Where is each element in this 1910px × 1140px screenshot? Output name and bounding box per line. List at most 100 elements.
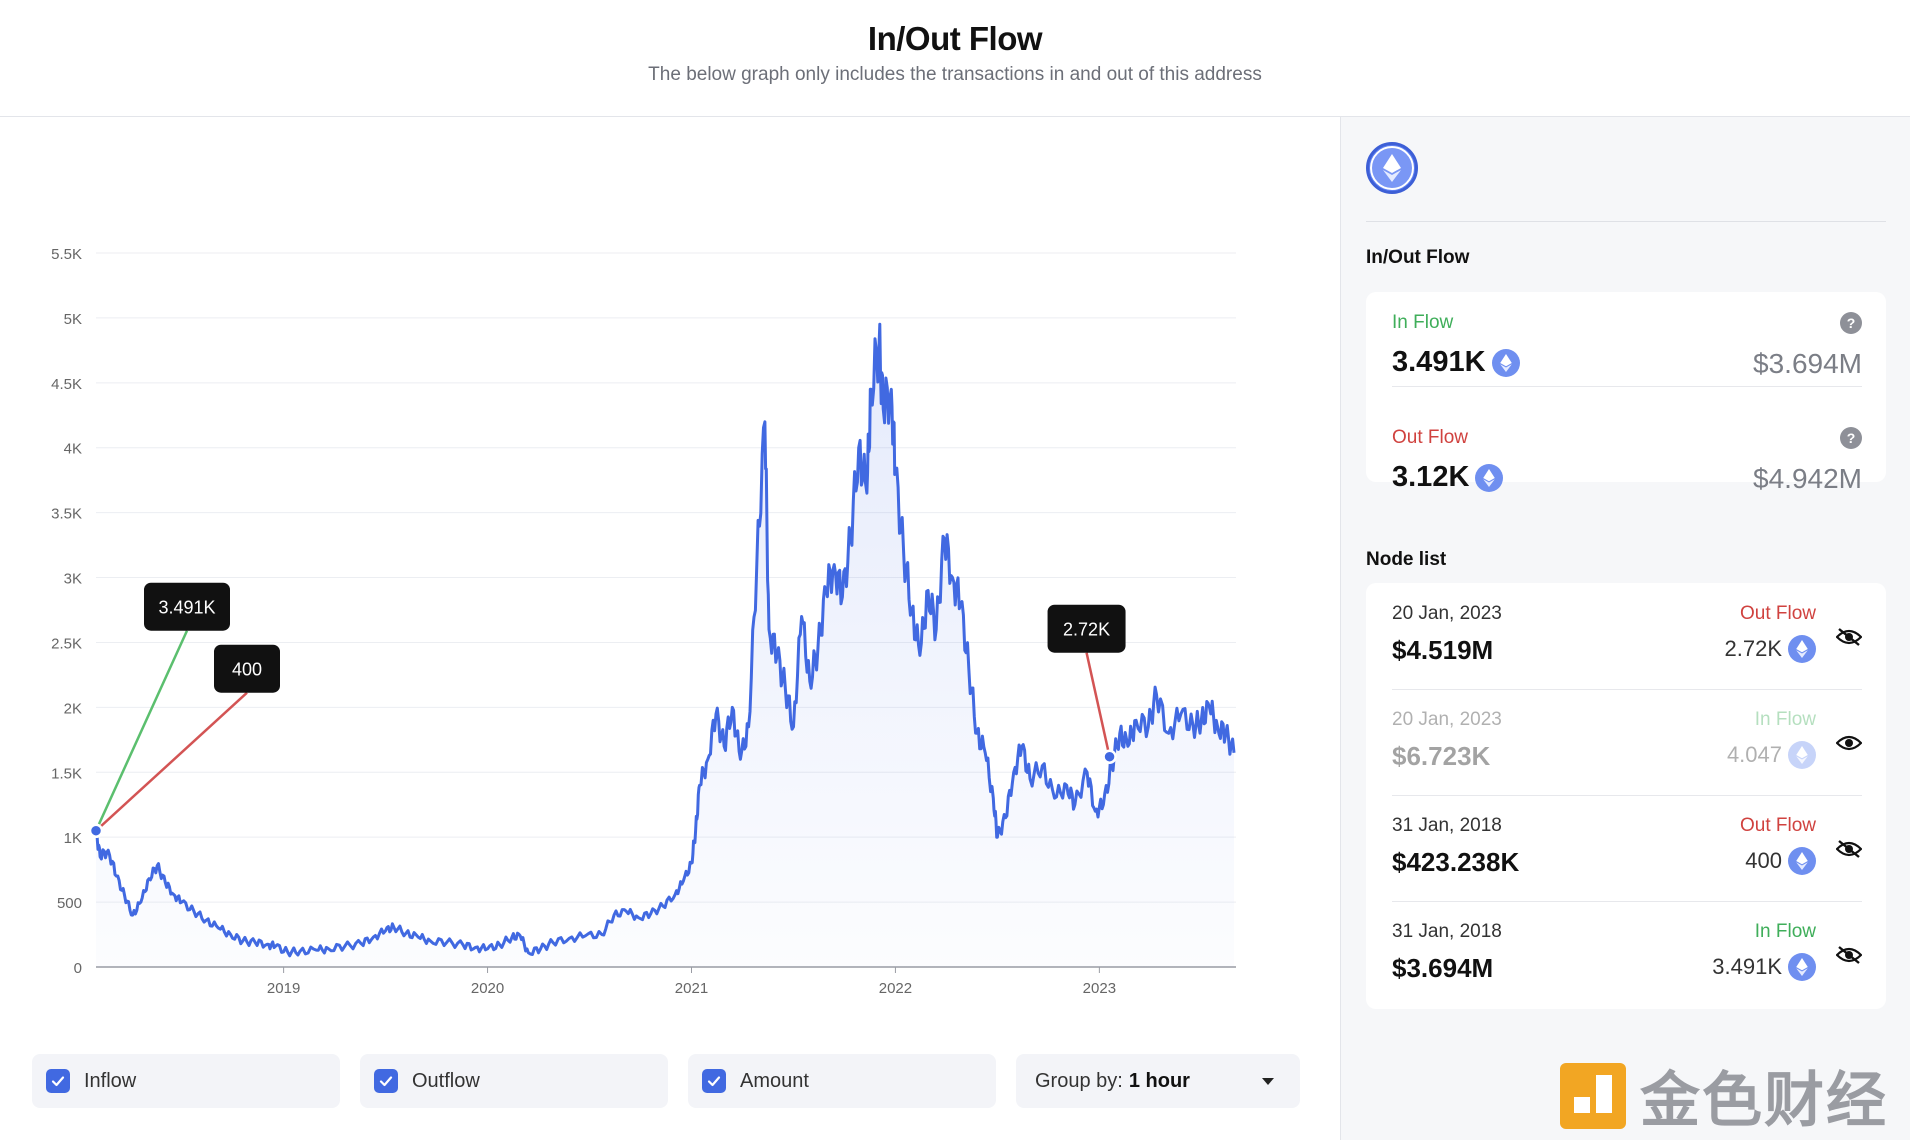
node-type: In Flow — [1754, 709, 1816, 730]
node-usd: $4.519M — [1392, 635, 1494, 665]
node-usd: $423.238K — [1392, 847, 1520, 877]
inflow-label: Inflow — [84, 1069, 137, 1092]
ethereum-badge-icon — [1366, 142, 1418, 194]
groupby-value: 1 hour — [1128, 1069, 1190, 1092]
x-tick-label: 2020 — [471, 980, 504, 997]
eye-slash-icon[interactable] — [1836, 627, 1862, 647]
node-item[interactable]: 31 Jan, 2018 $423.238K Out Flow 400 — [1392, 795, 1862, 885]
node-list-card: 20 Jan, 2023 $4.519M Out Flow 2.72K 20 J… — [1366, 583, 1886, 1009]
annotation-box — [214, 644, 280, 693]
watermark-logo-icon — [1560, 1062, 1626, 1129]
annotation-point — [1102, 749, 1117, 764]
caret-down-icon — [1262, 1078, 1274, 1085]
legend-amount[interactable]: Amount — [688, 1054, 996, 1108]
annotation-box — [144, 582, 230, 631]
node-date: 20 Jan, 2023 — [1392, 709, 1502, 730]
out-flow-usd: $4.942M — [1753, 463, 1862, 494]
x-tick-label: 2022 — [879, 980, 912, 997]
node-item[interactable]: 20 Jan, 2023 $6.723K In Flow 4.047 — [1392, 689, 1862, 779]
in-flow-amount-value: 3.491K — [1392, 346, 1486, 378]
amount-checkbox[interactable] — [702, 1069, 726, 1093]
ethereum-icon — [1788, 847, 1816, 875]
node-date: 31 Jan, 2018 — [1392, 921, 1502, 942]
eye-slash-icon[interactable] — [1836, 839, 1862, 859]
amount-label: Amount — [740, 1069, 809, 1092]
in-flow-row: In Flow ? 3.491K $3.694M — [1392, 312, 1862, 392]
outflow-label: Outflow — [412, 1069, 480, 1092]
ethereum-icon — [1788, 741, 1816, 769]
out-flow-amount: 3.12K — [1392, 461, 1504, 494]
x-tick-label: 2023 — [1083, 980, 1116, 997]
page-subtitle: The below graph only includes the transa… — [648, 64, 1262, 85]
card-divider — [1392, 901, 1862, 902]
node-amount: 3.491K — [1712, 953, 1816, 981]
ethereum-icon — [1788, 953, 1816, 981]
annotation-label: 2.72K — [1063, 620, 1110, 640]
annotation-connector — [1085, 652, 1111, 757]
series-area — [96, 324, 1234, 967]
card-divider — [1392, 689, 1862, 690]
x-tick-label: 2021 — [675, 980, 708, 997]
y-tick-label: 5K — [64, 311, 82, 328]
node-amount: 2.72K — [1724, 635, 1816, 663]
page-header: In/Out Flow The below graph only include… — [0, 0, 1910, 117]
sidebar: In/Out Flow In Flow ? 3.491K $3.694M Out… — [1340, 117, 1910, 1140]
y-tick-label: 2K — [64, 700, 82, 717]
ethereum-icon — [1788, 635, 1816, 663]
node-usd: $3.694M — [1392, 953, 1494, 983]
eye-icon[interactable] — [1836, 733, 1862, 753]
flow-summary-card: In Flow ? 3.491K $3.694M Out Flow ? 3.12… — [1366, 292, 1886, 494]
y-tick-label: 1.5K — [51, 765, 82, 782]
y-tick-label: 3K — [64, 571, 82, 588]
node-item[interactable]: 20 Jan, 2023 $4.519M Out Flow 2.72K — [1392, 583, 1862, 673]
help-icon[interactable]: ? — [1840, 427, 1862, 449]
ethereum-icon — [1475, 463, 1504, 492]
y-tick-label: 5.5K — [51, 246, 82, 263]
x-tick-label: 2019 — [267, 980, 300, 997]
y-tick-label: 4K — [64, 441, 82, 458]
out-flow-label: Out Flow — [1392, 427, 1469, 448]
node-amount-value: 2.72K — [1724, 636, 1783, 661]
out-flow-amount-value: 3.12K — [1392, 461, 1470, 493]
node-type: Out Flow — [1739, 603, 1816, 624]
flow-chart[interactable]: 0 500 1K 1.5K 2K 2.5K 3K 3.5K 4K 4.5K 5K 5.5K 2019 20… — [0, 117, 1340, 1037]
node-amount: 400 — [1745, 847, 1816, 875]
node-amount-value: 3.491K — [1712, 954, 1782, 979]
y-tick-label: 2.5K — [51, 635, 82, 652]
inout-flow-title: In/Out Flow — [1366, 247, 1470, 268]
groupby-dropdown[interactable]: Group by: 1 hour — [1016, 1054, 1300, 1108]
annotation-point — [88, 823, 104, 838]
check-icon — [51, 1076, 65, 1087]
node-usd: $6.723K — [1392, 741, 1491, 771]
series-line — [94, 322, 1236, 958]
outflow-checkbox[interactable] — [374, 1069, 398, 1093]
in-flow-label: In Flow — [1392, 312, 1454, 333]
y-tick-label: 4.5K — [51, 376, 82, 393]
chart-area: 0 500 1K 1.5K 2K 2.5K 3K 3.5K 4K 4.5K 5K 5.5K 2019 20… — [0, 117, 1340, 1140]
ethereum-icon — [1491, 348, 1520, 377]
out-flow-row: Out Flow ? 3.12K $4.942M — [1392, 427, 1862, 507]
y-tick-label: 1K — [64, 830, 82, 847]
check-icon — [379, 1076, 393, 1087]
y-tick-label: 3.5K — [51, 506, 82, 523]
node-type: Out Flow — [1739, 815, 1816, 836]
legend-outflow[interactable]: Outflow — [360, 1054, 668, 1108]
legend-inflow[interactable]: Inflow — [32, 1054, 340, 1108]
card-divider — [1392, 795, 1862, 796]
page-title: In/Out Flow — [867, 20, 1043, 57]
annotation-box — [1047, 604, 1126, 653]
annotation-label: 3.491K — [158, 598, 215, 618]
watermark-text: 金色财经 — [1640, 1066, 1888, 1136]
ethereum-icon — [1383, 154, 1401, 182]
node-date: 31 Jan, 2018 — [1392, 815, 1502, 836]
groupby-prefix: Group by: — [1035, 1069, 1123, 1092]
node-item[interactable]: 31 Jan, 2018 $3.694M In Flow 3.491K — [1392, 901, 1862, 991]
help-icon[interactable]: ? — [1840, 312, 1862, 334]
annotation-label: 400 — [232, 660, 262, 680]
sidebar-divider — [1366, 221, 1886, 222]
node-amount-value: 400 — [1745, 848, 1782, 873]
node-amount: 4.047 — [1727, 741, 1816, 769]
inflow-checkbox[interactable] — [46, 1069, 70, 1093]
eye-slash-icon[interactable] — [1836, 945, 1862, 965]
node-date: 20 Jan, 2023 — [1392, 603, 1502, 624]
